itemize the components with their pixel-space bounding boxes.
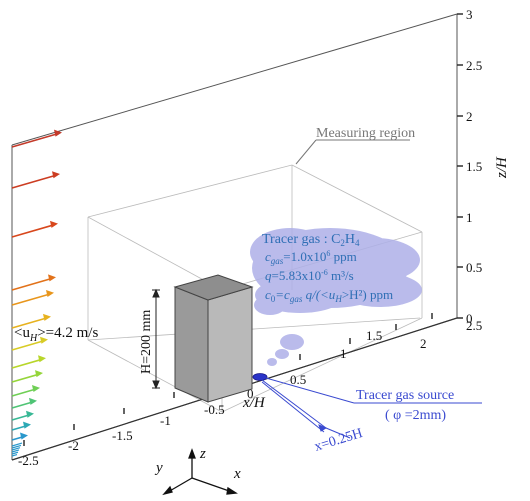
z-tick-label: 0 — [466, 311, 473, 326]
building-right-face — [207, 286, 253, 403]
height-dimension — [152, 288, 160, 390]
wind-arrow — [11, 174, 57, 189]
x-tick-label: -2 — [68, 438, 79, 453]
tracer-c0: c0=cgas q/(<uH>H²) ppm — [265, 287, 393, 304]
wind-arrow — [11, 449, 20, 453]
z-tick-labels: 3 2.5 2 1.5 1 0.5 0 — [466, 7, 482, 326]
wind-arrow-head — [38, 355, 46, 363]
x-tick-label: 0 — [247, 386, 254, 401]
z-tick-label: 1 — [466, 210, 473, 225]
source-diameter: ( φ =2mm) — [385, 408, 446, 423]
wind-arrow — [11, 453, 18, 457]
wind-arrow-head — [26, 410, 34, 418]
tracer-q: q=5.83x10-6 m³/s — [265, 268, 354, 283]
tracer-gas-info: Tracer gas : C2H4 cgas=1.0x106 ppm q=5.8… — [262, 232, 393, 304]
x-tick-label: 1.5 — [366, 328, 382, 343]
wind-profile-arrows — [11, 129, 62, 457]
wind-arrow-head — [52, 171, 60, 179]
z-tick-label: 3 — [466, 7, 473, 22]
z-axis-title: z/H — [494, 156, 510, 179]
building-top-face — [173, 274, 254, 301]
wind-arrow — [11, 401, 34, 409]
x-tick-label: 2 — [420, 336, 427, 351]
wind-arrow — [11, 373, 40, 383]
x-tick-label: -2.5 — [18, 453, 39, 468]
tracer-source-marker — [252, 373, 268, 381]
building-front-face — [174, 286, 209, 403]
wind-arrow-head — [54, 129, 62, 137]
x-tick-label: -0.5 — [204, 402, 225, 417]
wind-arrow-head — [48, 274, 56, 282]
wind-arrow-head — [46, 289, 54, 297]
wind-speed-label: <uH>=4.2 m/s — [14, 325, 98, 344]
wind-arrow — [11, 224, 55, 238]
triad-y-label: y — [154, 460, 163, 476]
source-callout — [265, 377, 482, 404]
z-tick-label: 2.5 — [466, 58, 482, 73]
z-tick-label: 0.5 — [466, 260, 482, 275]
wind-arrow-head — [32, 385, 40, 393]
offset-dimension — [261, 379, 351, 439]
wind-arrow — [11, 442, 23, 447]
tracer-cgas: cgas=1.0x106 ppm — [265, 249, 357, 266]
wind-arrow — [11, 317, 48, 329]
plume-cloud — [250, 228, 422, 366]
x-tick-label: -1.5 — [112, 428, 133, 443]
z-tick-label: 1.5 — [466, 159, 482, 174]
wind-arrow — [11, 388, 37, 397]
wind-arrow-head — [23, 421, 31, 429]
x-tick-label: 0.5 — [290, 372, 306, 387]
wind-arrow-head — [35, 370, 43, 378]
wind-arrow-head — [29, 397, 37, 405]
x-tick-label: 1 — [340, 346, 347, 361]
wind-arrow — [11, 451, 19, 455]
measuring-region-callout: Measuring region — [295, 126, 415, 165]
x-axis-title: x/H — [242, 395, 266, 411]
wind-arrow — [11, 132, 59, 148]
triad-x-label: x — [233, 466, 241, 482]
wind-arrow-head — [43, 313, 51, 321]
z-ticks — [457, 13, 463, 319]
wind-arrow — [11, 277, 53, 291]
z-tick-label: 2 — [466, 109, 473, 124]
measuring-region-label: Measuring region — [316, 126, 415, 141]
wind-arrow — [11, 358, 43, 369]
wind-arrow — [11, 339, 45, 351]
height-label: H=200 mm — [139, 310, 154, 374]
wind-arrow — [11, 293, 51, 306]
wind-arrow-head — [40, 336, 48, 344]
x-tick-label: -1 — [160, 413, 171, 428]
wind-arrow — [11, 414, 31, 421]
source-label: Tracer gas source — [356, 388, 454, 403]
wind-arrow-head — [20, 432, 28, 440]
wind-arrow — [11, 444, 22, 449]
tracer-gas-title: Tracer gas : C2H4 — [262, 232, 360, 248]
building-block — [173, 274, 254, 403]
wind-arrow-head — [50, 220, 58, 228]
triad-z-label: z — [199, 446, 206, 462]
coordinate-triad — [162, 448, 238, 496]
x-tick-labels: -2.5 -2 -1.5 -1 -0.5 0 0.5 1 1.5 2 2.5 — [18, 318, 482, 468]
x-tick-label: 2.5 — [466, 318, 482, 333]
wind-arrow — [11, 447, 21, 451]
